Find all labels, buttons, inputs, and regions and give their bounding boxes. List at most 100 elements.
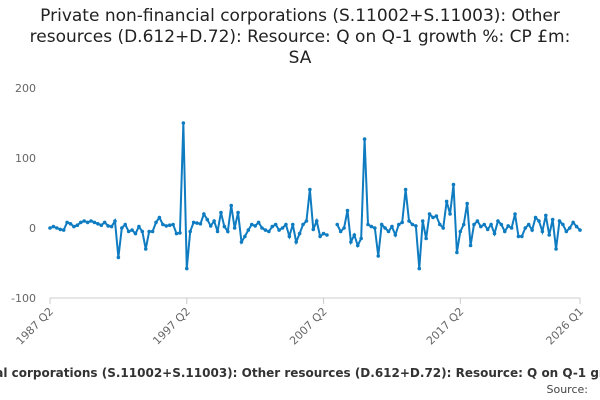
data-point (126, 229, 131, 234)
data-point (390, 224, 394, 229)
data-point (96, 222, 100, 226)
data-point (219, 210, 223, 215)
data-point (461, 222, 466, 227)
data-point (362, 137, 367, 141)
data-point (92, 220, 97, 225)
y-tick-label: 0 (29, 222, 36, 235)
data-point (376, 254, 381, 258)
data-point (178, 231, 182, 235)
data-point (338, 229, 343, 234)
data-point (400, 220, 404, 225)
data-point (513, 212, 517, 216)
data-point (458, 229, 463, 234)
data-point (181, 121, 186, 125)
data-point (321, 231, 326, 236)
data-point (496, 219, 500, 223)
data-point (472, 222, 476, 227)
x-tick-label: 1997 Q2 (150, 305, 193, 348)
data-point (208, 224, 213, 228)
data-point (78, 220, 83, 225)
data-point (102, 220, 107, 225)
data-point (417, 266, 422, 271)
data-point (465, 201, 469, 206)
data-point (383, 226, 387, 230)
data-point (561, 222, 565, 227)
x-tick-label: 2017 Q2 (424, 305, 467, 348)
data-point (232, 226, 237, 230)
data-point (297, 231, 302, 236)
data-point (489, 222, 493, 227)
data-point (304, 219, 309, 223)
data-point (308, 187, 312, 192)
data-point (290, 222, 295, 227)
data-point (431, 215, 435, 220)
data-point (99, 223, 104, 227)
data-point (85, 220, 90, 225)
data-point (345, 208, 350, 213)
data-point (499, 222, 504, 227)
data-point (349, 240, 353, 244)
data-point (386, 229, 391, 234)
data-point (482, 222, 487, 227)
data-point (113, 219, 117, 223)
data-point (567, 226, 572, 230)
data-point (202, 212, 206, 216)
data-point (540, 229, 545, 234)
data-point (448, 212, 452, 216)
data-point (485, 227, 490, 232)
data-point (578, 228, 582, 232)
data-point (89, 219, 93, 223)
data-point (130, 228, 134, 232)
data-point (520, 234, 524, 239)
data-point (359, 236, 363, 241)
data-point (123, 222, 128, 227)
data-point (48, 226, 52, 230)
data-point (451, 182, 456, 187)
data-point (239, 240, 244, 244)
data-point (366, 222, 370, 227)
data-point (246, 228, 251, 232)
data-point (475, 219, 480, 223)
data-point (116, 255, 121, 260)
y-tick-label: -100 (11, 292, 36, 305)
data-point (434, 214, 439, 218)
data-point (267, 229, 271, 234)
chart-title: Private non-financial corporations (S.11… (29, 6, 571, 68)
y-tick-label: 100 (15, 152, 36, 165)
data-point (51, 224, 56, 229)
data-point (550, 217, 555, 222)
data-point (502, 229, 507, 234)
data-point (557, 219, 562, 223)
data-point (154, 220, 158, 225)
data-point (479, 224, 483, 229)
data-point (184, 266, 189, 271)
data-point (174, 231, 179, 236)
data-point (294, 240, 298, 244)
data-point (133, 231, 138, 236)
data-point (424, 236, 428, 241)
data-point (236, 210, 240, 215)
data-point (314, 219, 319, 223)
data-point (249, 222, 254, 227)
data-point (188, 229, 192, 234)
data-point (171, 222, 175, 227)
data-point (222, 224, 227, 229)
data-point (335, 222, 340, 227)
source: Source: (547, 383, 589, 396)
data-point (342, 226, 346, 230)
data-point (506, 224, 510, 228)
data-point (571, 220, 575, 225)
data-point (414, 224, 418, 228)
data-point (167, 223, 172, 227)
data-point (492, 231, 497, 236)
data-point (516, 234, 521, 239)
data-point (318, 234, 322, 239)
legend-label: Private non-financial corporations (S.11… (0, 366, 600, 380)
data-point (284, 222, 288, 227)
data-point (212, 219, 216, 223)
data-point (140, 229, 145, 234)
data-point (147, 229, 151, 234)
data-point (554, 247, 558, 251)
data-point (157, 215, 162, 220)
